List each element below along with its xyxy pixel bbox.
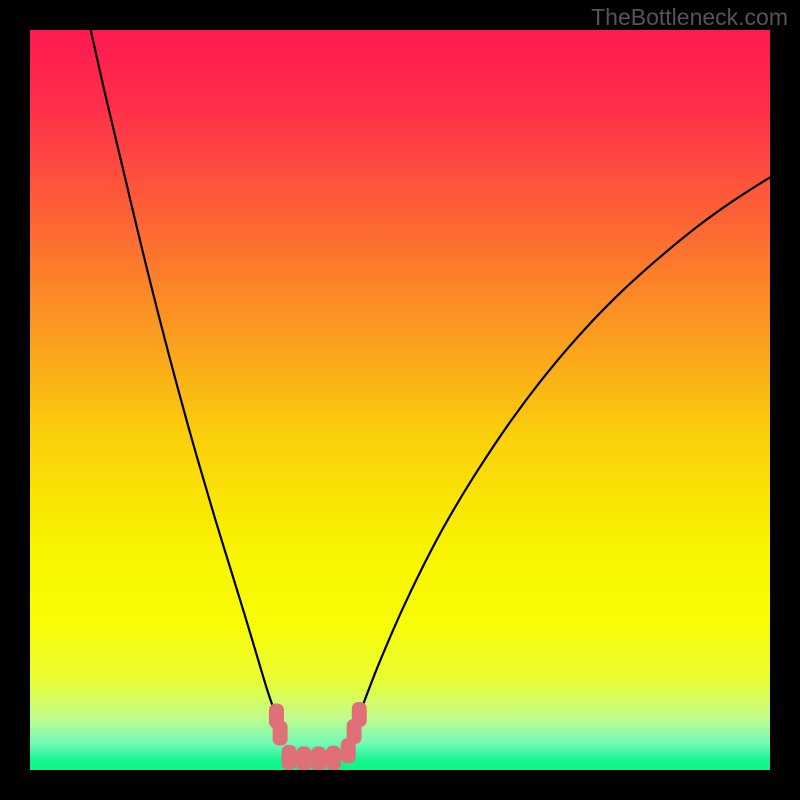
data-marker xyxy=(326,746,340,770)
data-marker xyxy=(282,745,296,769)
plot-area xyxy=(30,30,770,770)
watermark-text: TheBottleneck.com xyxy=(591,4,788,31)
gradient-background xyxy=(30,30,770,770)
data-marker xyxy=(297,747,311,770)
chart-root: TheBottleneck.com xyxy=(0,0,800,800)
data-marker xyxy=(312,747,326,770)
data-marker xyxy=(273,721,287,745)
chart-svg xyxy=(30,30,770,770)
data-marker xyxy=(352,703,366,727)
